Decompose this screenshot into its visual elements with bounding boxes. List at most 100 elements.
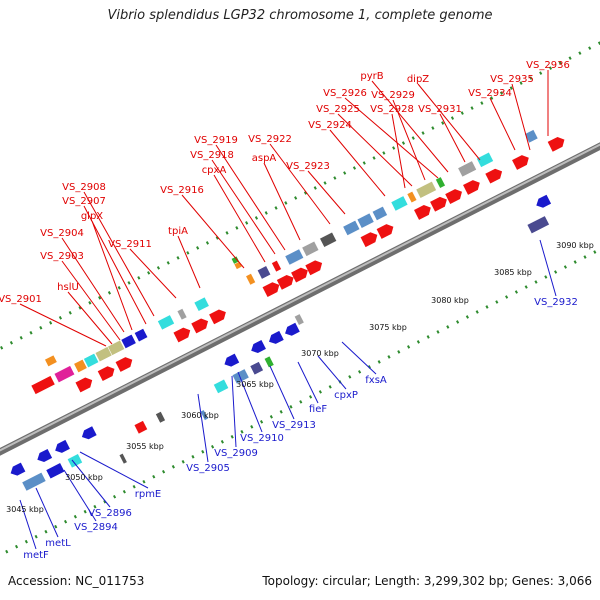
gene-arrow-reverse — [224, 353, 240, 367]
gene-arrow-forward — [209, 309, 226, 325]
tick-row-outer-bottom — [220, 440, 224, 444]
tick-row-outer-bottom — [14, 544, 19, 549]
feature-label-top: VS_2928 — [370, 104, 414, 115]
feature-label-top: VS_2918 — [190, 150, 234, 161]
gene-box — [213, 378, 230, 394]
tick-row-outer-bottom — [24, 539, 28, 544]
tick-row-outer-top — [29, 331, 33, 335]
backbone-layer — [0, 142, 600, 456]
tick-row-outer-bottom — [44, 529, 48, 534]
gene-arrow-forward — [485, 168, 503, 184]
tick-row-outer-top — [568, 56, 572, 60]
gene-arrow-forward — [414, 205, 431, 220]
feature-label-top: hslU — [57, 282, 79, 293]
tick-row-outer-top — [392, 146, 396, 150]
tick-row-outer-top — [539, 71, 543, 75]
gene-box — [301, 240, 320, 257]
tick-row-outer-top — [499, 91, 504, 95]
tick-row-outer-bottom — [210, 445, 215, 449]
gene-box — [435, 176, 446, 189]
scale-label: 3085 kbp — [494, 268, 532, 277]
scale-label: 3065 kbp — [236, 380, 274, 389]
tick-row-outer-bottom — [103, 499, 107, 504]
tick-row-outer-bottom — [132, 484, 136, 489]
label-leader-line — [269, 365, 295, 420]
tick-row-outer-top — [137, 276, 141, 280]
tick-row-outer-top — [284, 201, 288, 205]
genome-summary-text: Topology: circular; Length: 3,299,302 bp… — [262, 574, 592, 588]
tick-row-outer-bottom — [318, 390, 322, 394]
gene-box — [263, 355, 275, 368]
feature-label-top: VS_2926 — [323, 88, 367, 99]
label-leader-line — [83, 205, 147, 325]
label-leader-line — [35, 487, 59, 538]
gene-arrow-reverse — [536, 194, 552, 208]
tick-row-outer-bottom — [201, 450, 205, 454]
gene-arrow-forward — [262, 282, 280, 298]
tick-row-outer-top — [509, 86, 513, 90]
feature-label-top: VS_2908 — [62, 182, 106, 193]
tick-row-outer-bottom — [289, 405, 293, 409]
tick-row-outer-top — [166, 261, 170, 265]
gene-arrow-forward — [430, 196, 447, 212]
gene-arrow-forward — [547, 136, 565, 152]
tick-row-outer-bottom — [328, 385, 332, 389]
tick-row-outer-bottom — [54, 524, 58, 529]
feature-label-bottom: fieF — [309, 404, 327, 415]
tick-row-outer-bottom — [191, 454, 195, 459]
tick-row-outer-top — [303, 191, 308, 195]
tick-row-outer-top — [98, 296, 102, 300]
tick-row-outer-top — [372, 156, 376, 160]
tick-row-outer-top — [19, 335, 23, 340]
tick-row-outer-top — [274, 206, 278, 210]
tick-row-outer-bottom — [73, 514, 77, 519]
gene-box — [107, 339, 125, 356]
feature-label-bottom: metF — [23, 550, 49, 561]
tick-row-outer-bottom — [544, 275, 548, 279]
tick-row-outer-top — [39, 326, 43, 330]
tick-row-outer-bottom — [446, 325, 450, 329]
label-leader-line — [337, 113, 413, 187]
label-leader-line — [67, 291, 113, 345]
feature-label-bottom: VS_2909 — [214, 448, 258, 459]
feature-label-bottom: VS_2910 — [240, 433, 284, 444]
label-leader-line — [317, 355, 347, 390]
tick-row-outer-bottom — [230, 435, 234, 439]
label-leader-line — [237, 371, 263, 433]
label-leader-line — [61, 260, 121, 341]
tick-row-outer-bottom — [436, 330, 440, 334]
gene-box — [83, 352, 100, 369]
feature-label-top: VS_2922 — [248, 134, 292, 145]
gene-box — [256, 265, 272, 280]
tick-row-outer-bottom — [299, 400, 303, 404]
gene-box — [415, 180, 437, 199]
tick-row-outer-bottom — [377, 360, 381, 364]
tick-row-outer-bottom — [456, 320, 460, 324]
tick-row-outer-bottom — [475, 310, 479, 314]
tick-row-outer-bottom — [534, 280, 538, 284]
feature-label-top: VS_2919 — [194, 135, 238, 146]
tick-row-outer-top — [186, 251, 190, 255]
tick-row-outer-bottom — [495, 300, 499, 304]
gene-box — [66, 453, 83, 469]
tick-row-outer-top — [0, 345, 4, 350]
gene-box — [342, 219, 361, 236]
tick-row-outer-top — [333, 176, 337, 180]
label-leader-line — [215, 144, 286, 251]
tick-row-outer-top — [470, 106, 474, 110]
feature-label-top: VS_2924 — [308, 120, 352, 131]
tick-row-outer-top — [597, 41, 600, 45]
feature-label-top: dipZ — [407, 74, 429, 85]
feature-label-bottom: VS_2913 — [272, 420, 316, 431]
tick-row-outer-bottom — [240, 430, 244, 434]
scale-label: 3050 kbp — [65, 473, 103, 482]
gene-arrow-forward — [75, 377, 93, 393]
tick-row-outer-top — [441, 121, 445, 125]
tick-row-outer-bottom — [416, 340, 420, 344]
gene-box — [284, 248, 305, 266]
tick-row-outer-top — [215, 236, 219, 240]
tick-row-outer-bottom — [63, 519, 68, 524]
label-leader-line — [19, 303, 107, 347]
tick-row-outer-top — [49, 321, 53, 325]
